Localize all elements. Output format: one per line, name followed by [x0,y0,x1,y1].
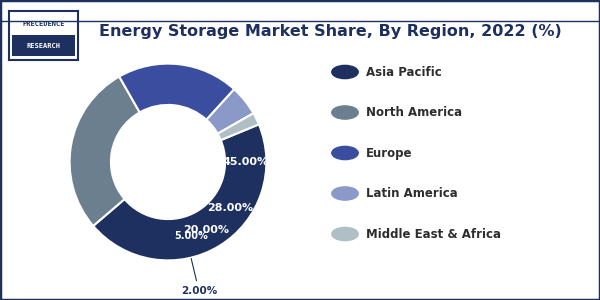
FancyBboxPatch shape [12,35,75,56]
Text: 5.00%: 5.00% [174,231,208,241]
Wedge shape [206,89,253,134]
Text: North America: North America [366,106,462,119]
Wedge shape [218,113,259,140]
Text: 28.00%: 28.00% [208,203,254,213]
Text: Latin America: Latin America [366,187,458,200]
Text: PRECEDENCE: PRECEDENCE [22,21,65,27]
Text: RESEARCH: RESEARCH [26,43,61,49]
Text: 20.00%: 20.00% [183,225,229,235]
Wedge shape [93,124,266,260]
Text: Middle East & Africa: Middle East & Africa [366,227,501,241]
Text: 45.00%: 45.00% [223,157,269,167]
Wedge shape [70,76,140,226]
Text: Energy Storage Market Share, By Region, 2022 (%): Energy Storage Market Share, By Region, … [98,24,562,39]
Text: Asia Pacific: Asia Pacific [366,65,442,79]
Wedge shape [119,64,234,120]
Text: 2.00%: 2.00% [181,259,217,296]
Text: Europe: Europe [366,146,413,160]
